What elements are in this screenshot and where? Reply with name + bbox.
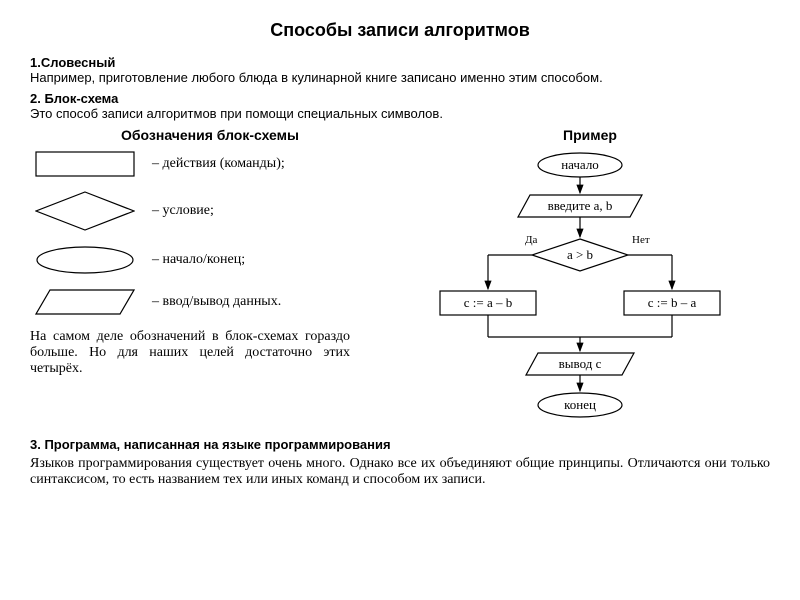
flow-right: c := b – a [648,295,697,310]
example-title: Пример [410,127,770,143]
oval-icon [35,245,135,275]
legend-paral-label: – ввод/вывод данных. [152,294,281,310]
flow-yes-label: Да [525,234,538,246]
parallelogram-icon [35,289,135,315]
section2-head: 2. Блок-схема [30,91,770,106]
legend-rect-label: – действия (команды); [152,156,285,172]
section1-head: 1.Словесный [30,55,770,70]
flow-cond: a > b [567,247,593,262]
flow-end: конец [564,397,596,412]
flow-input: введите a, b [548,198,613,213]
legend-row-rhomb: – условие; [30,191,390,231]
section3-body: Языков программирования существует очень… [30,456,770,488]
section3-head: 3. Программа, написанная на языке програ… [30,437,770,452]
legend-row-rect: – действия (команды); [30,151,390,177]
legend-row-paral: – ввод/вывод данных. [30,289,390,315]
page-title: Способы записи алгоритмов [30,20,770,41]
flow-left: c := a – b [464,295,512,310]
flow-start: начало [561,157,599,172]
flow-no-label: Нет [632,234,650,246]
section2-body: Это способ записи алгоритмов при помощи … [30,106,770,121]
legend-oval-label: – начало/конец; [152,252,245,268]
flow-output: вывод c [559,356,602,371]
rhombus-icon [35,191,135,231]
legend-rhomb-label: – условие; [152,203,214,219]
rect-icon [35,151,135,177]
section1-body: Например, приготовление любого блюда в к… [30,70,770,85]
legend-row-oval: – начало/конец; [30,245,390,275]
example-column: Пример начало введите a, b a > b Да Нет [410,127,770,431]
legend-title: Обозначения блок-схемы [30,127,390,143]
legend-column: Обозначения блок-схемы – действия (коман… [30,127,390,431]
legend-note: На самом деле обозначений в блок-схемах … [30,329,350,377]
flowchart: начало введите a, b a > b Да Нет c := a … [410,151,750,431]
